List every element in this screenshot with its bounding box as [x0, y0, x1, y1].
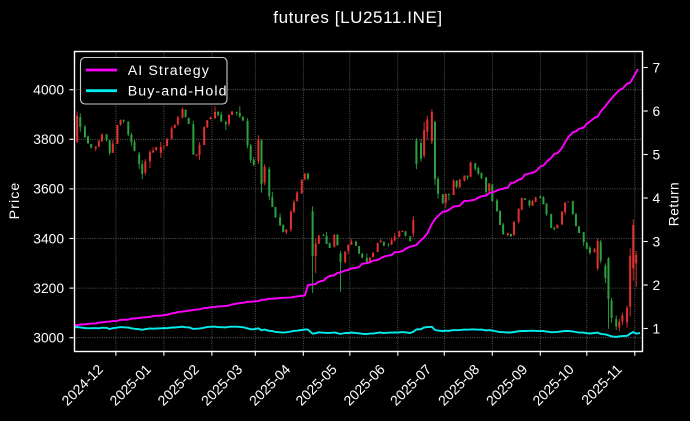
svg-text:4: 4	[653, 191, 661, 206]
svg-text:Buy-and-Hold: Buy-and-Hold	[128, 84, 228, 100]
svg-text:futures [LU2511.INE]: futures [LU2511.INE]	[273, 8, 443, 27]
svg-text:Price: Price	[7, 182, 23, 220]
svg-text:3: 3	[653, 234, 661, 249]
svg-text:3800: 3800	[33, 132, 64, 147]
svg-text:1: 1	[653, 321, 661, 336]
svg-text:3600: 3600	[33, 182, 64, 197]
svg-text:3200: 3200	[33, 281, 64, 296]
svg-text:3400: 3400	[33, 231, 64, 246]
svg-text:3000: 3000	[33, 331, 64, 346]
svg-text:AI Strategy: AI Strategy	[128, 63, 210, 79]
svg-text:5: 5	[653, 147, 661, 162]
svg-text:7: 7	[653, 60, 661, 75]
svg-text:2: 2	[653, 278, 661, 293]
svg-text:Return: Return	[667, 182, 682, 226]
svg-text:4000: 4000	[33, 83, 64, 98]
svg-text:6: 6	[653, 104, 661, 119]
